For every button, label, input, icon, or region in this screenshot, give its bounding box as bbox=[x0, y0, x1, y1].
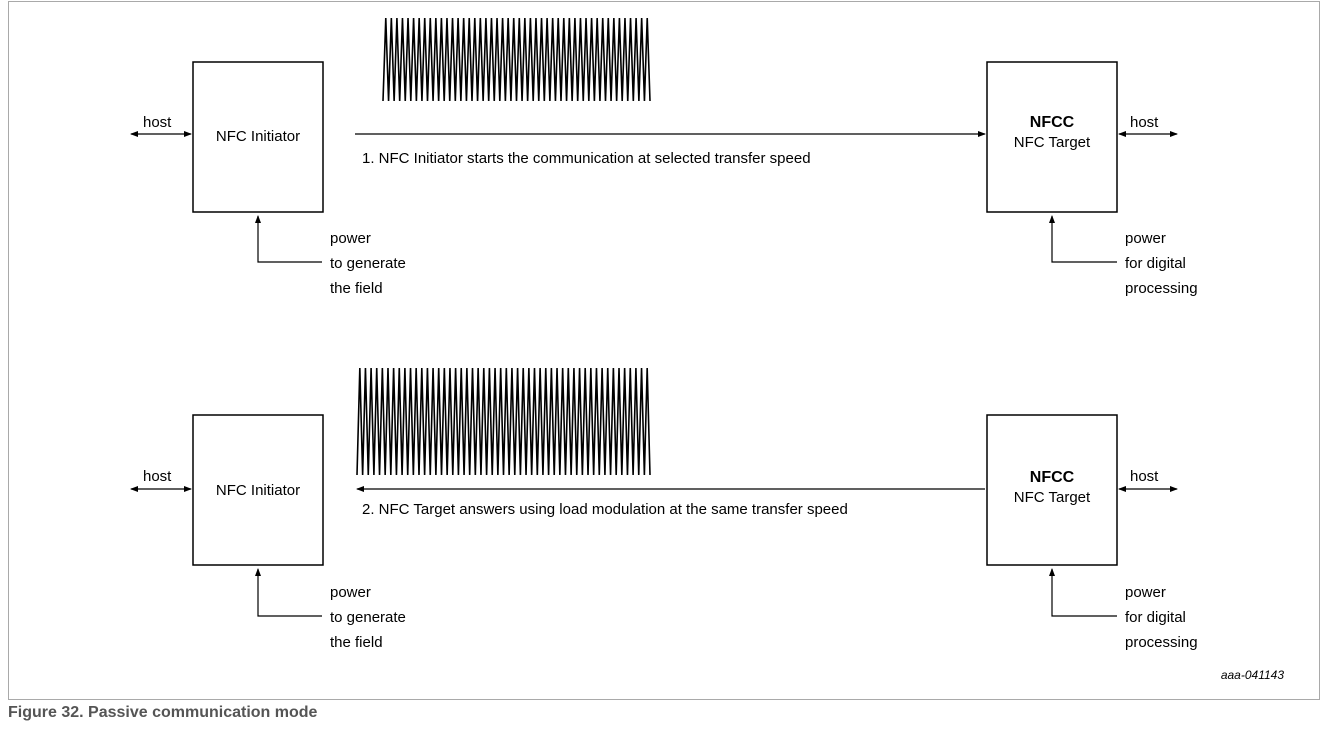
top-initiator-host-label: host bbox=[143, 114, 172, 131]
top-initiator-box bbox=[192, 61, 324, 213]
top-message-text: 1. NFC Initiator starts the communicatio… bbox=[362, 150, 811, 167]
bottom-initiator-label: NFC Initiator bbox=[216, 482, 300, 499]
bottom-initiator-power-line3: the field bbox=[330, 634, 383, 651]
top-rf-waveform bbox=[382, 17, 651, 102]
bottom-message-text: 2. NFC Target answers using load modulat… bbox=[362, 501, 848, 518]
bottom-target-power-line1: power bbox=[1125, 584, 1166, 601]
top-target-host-label: host bbox=[1130, 114, 1159, 131]
bottom-initiator-power-line bbox=[255, 568, 322, 617]
top-target-power-line1: power bbox=[1125, 230, 1166, 247]
bottom-initiator-box bbox=[192, 414, 324, 566]
bottom-target-box bbox=[986, 414, 1118, 566]
bottom-initiator-power-line2: to generate bbox=[330, 609, 406, 626]
bottom-rf-waveform bbox=[356, 367, 651, 476]
top-initiator-label: NFC Initiator bbox=[216, 128, 300, 145]
figure-frame bbox=[8, 1, 1320, 700]
bottom-target-power-line2: for digital bbox=[1125, 609, 1186, 626]
top-initiator-power-line bbox=[255, 215, 322, 263]
top-initiator-power-line3: the field bbox=[330, 280, 383, 297]
top-target-title: NFCC bbox=[1030, 114, 1075, 131]
top-target-power-line2: for digital bbox=[1125, 255, 1186, 272]
diagram: NFC Initiator host power to generate the… bbox=[130, 17, 1284, 682]
bottom-target-power-line bbox=[1049, 568, 1117, 617]
top-panel: NFC Initiator host power to generate the… bbox=[130, 17, 1198, 297]
top-target-label: NFC Target bbox=[1014, 134, 1091, 151]
top-target-power-line bbox=[1049, 215, 1117, 263]
bottom-initiator-host-label: host bbox=[143, 468, 172, 485]
bottom-target-host-label: host bbox=[1130, 468, 1159, 485]
figure-code: aaa-041143 bbox=[1221, 668, 1284, 682]
top-initiator-power-line1: power bbox=[330, 230, 371, 247]
bottom-initiator-power-line1: power bbox=[330, 584, 371, 601]
top-initiator-power-line2: to generate bbox=[330, 255, 406, 272]
bottom-target-power-line3: processing bbox=[1125, 634, 1198, 651]
bottom-panel: NFC Initiator host power to generate the… bbox=[130, 367, 1198, 651]
bottom-target-label: NFC Target bbox=[1014, 489, 1091, 506]
bottom-target-title: NFCC bbox=[1030, 469, 1075, 486]
top-target-box bbox=[986, 61, 1118, 213]
figure-caption: Figure 32. Passive communication mode bbox=[8, 704, 318, 721]
top-target-power-line3: processing bbox=[1125, 280, 1198, 297]
